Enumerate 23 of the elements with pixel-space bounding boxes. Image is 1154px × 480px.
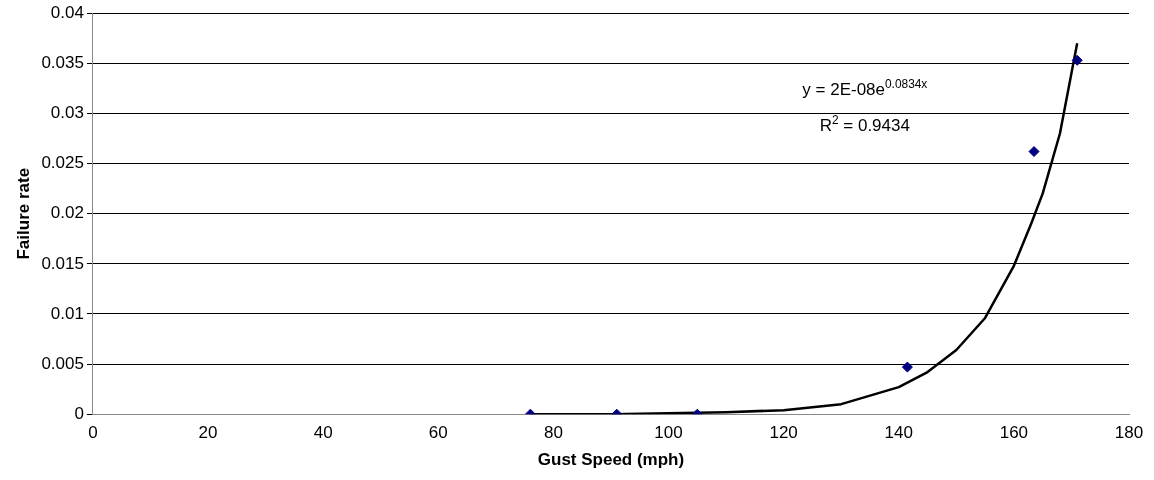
x-tick-label: 40 [313, 423, 333, 443]
y-tick-label: 0.035 [41, 53, 84, 73]
y-axis-title: Failure rate [13, 167, 33, 260]
x-tick-label: 100 [654, 423, 683, 443]
x-tick-label: 80 [543, 423, 563, 443]
x-axis-title: Gust Speed (mph) [537, 450, 685, 470]
x-tick-label: 0 [88, 423, 98, 443]
y-tick-label: 0.015 [41, 253, 84, 273]
y-tick-label: 0.025 [41, 153, 84, 173]
x-tick-label: 160 [999, 423, 1029, 443]
y-tick-label: 0.02 [50, 203, 84, 223]
x-tick-label: 20 [198, 423, 218, 443]
x-tick-label: 60 [428, 423, 448, 443]
y-tick-label: 0.01 [50, 303, 84, 323]
y-tick-label: 0 [74, 403, 84, 423]
y-tick-label: 0.04 [50, 2, 84, 22]
y-tick-label: 0.03 [50, 103, 84, 123]
point [1071, 54, 1083, 66]
x-tick-label: 140 [884, 423, 913, 443]
y-tick-label: 0.005 [41, 353, 84, 373]
x-tick-label: 180 [1114, 423, 1144, 443]
point [1028, 146, 1040, 158]
x-tick-label: 120 [769, 423, 798, 443]
